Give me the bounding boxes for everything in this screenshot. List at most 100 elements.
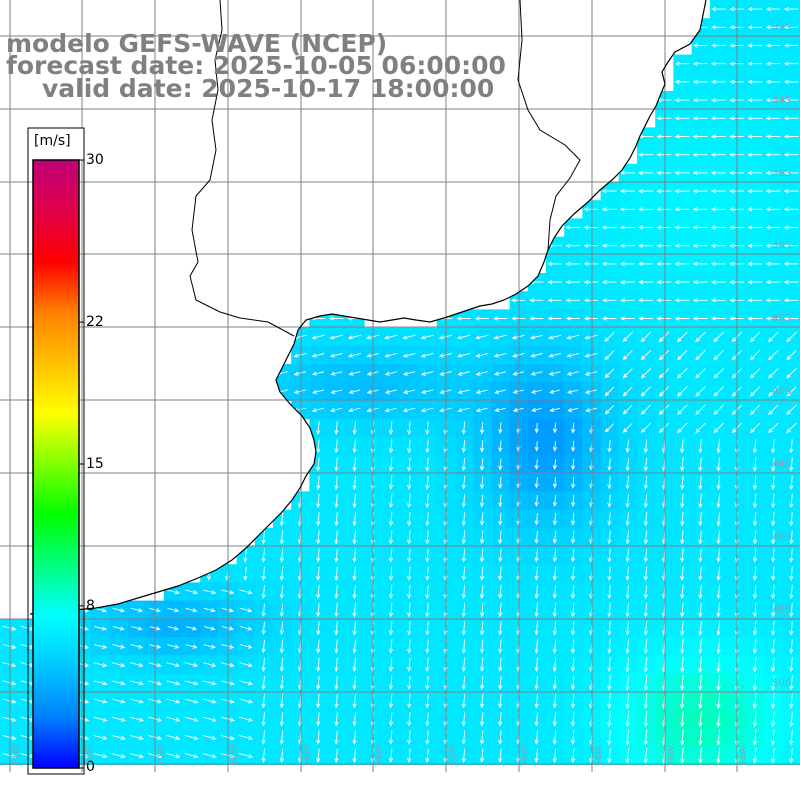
colorbar-unit: [m/s] <box>32 133 73 149</box>
wind-arrow <box>752 657 758 673</box>
wind-arrow <box>202 698 217 704</box>
wind-arrow <box>752 493 758 509</box>
wind-arrow <box>93 716 108 722</box>
wind-arrow <box>771 530 776 545</box>
wind-arrow <box>388 493 394 509</box>
wind-arrow <box>570 584 576 600</box>
wind-arrow <box>352 657 357 672</box>
wind-arrow <box>765 61 781 66</box>
wind-arrow <box>752 747 758 764</box>
wind-arrow <box>461 439 466 454</box>
wind-arrow <box>747 261 763 267</box>
wind-arrow <box>570 530 576 545</box>
wind-arrow <box>239 753 254 759</box>
wind-arrow <box>710 97 726 103</box>
wind-arrow <box>752 621 758 636</box>
wind-arrow <box>570 548 576 563</box>
wind-arrow <box>656 261 672 267</box>
wind-arrow <box>461 675 466 691</box>
wind-arrow <box>770 693 776 710</box>
wind-arrow <box>407 493 412 509</box>
wind-arrow <box>261 694 266 709</box>
wind-arrow <box>570 730 576 745</box>
wind-arrow <box>402 371 416 376</box>
wind-arrow <box>479 512 485 526</box>
wind-arrow <box>547 316 562 321</box>
wind-arrow <box>658 422 670 434</box>
wind-arrow <box>388 639 394 654</box>
wind-arrow <box>656 188 672 194</box>
wind-arrow <box>786 349 797 361</box>
political-border <box>517 0 581 251</box>
wind-arrow <box>566 371 579 376</box>
wind-arrow <box>420 352 434 358</box>
wind-arrow <box>747 61 762 66</box>
wind-arrow <box>783 97 799 103</box>
wind-arrow <box>570 603 576 618</box>
wind-arrow <box>388 584 394 600</box>
wind-arrow <box>692 170 708 176</box>
colorbar-tick-label: 15 <box>86 456 104 472</box>
wind-arrow <box>407 530 412 545</box>
wind-arrow <box>388 694 394 709</box>
wind-arrow <box>239 625 253 631</box>
wind-arrow <box>679 729 685 746</box>
wind-arrow <box>498 712 503 727</box>
wind-arrow <box>461 530 466 545</box>
wind-arrow <box>658 368 670 379</box>
wind-arrow <box>425 512 430 527</box>
wind-arrow <box>698 475 703 490</box>
wind-arrow <box>567 407 579 413</box>
wind-arrow <box>570 712 576 727</box>
wind-arrow <box>698 638 703 655</box>
wind-arrow <box>716 602 721 618</box>
longitude-label: 58W <box>594 745 604 766</box>
wind-arrow <box>765 79 781 85</box>
wind-arrow <box>783 43 799 48</box>
wind-arrow <box>316 512 321 527</box>
wind-arrow <box>789 675 794 691</box>
latitude-label: 42S <box>772 386 792 397</box>
wind-arrow <box>239 662 253 668</box>
wind-arrow <box>534 422 539 434</box>
wind-arrow <box>316 457 321 472</box>
wind-arrow <box>607 675 612 691</box>
wind-arrow <box>625 711 630 728</box>
wind-arrow <box>692 225 708 230</box>
wind-arrow <box>425 457 430 472</box>
wind-arrow <box>425 694 430 709</box>
wind-arrow <box>570 748 576 764</box>
wind-arrow <box>680 602 685 618</box>
wind-arrow <box>279 621 284 636</box>
wind-arrow <box>711 61 726 66</box>
wind-arrow <box>334 493 339 509</box>
wind-arrow <box>239 589 253 595</box>
wind-arrow <box>479 657 485 672</box>
wind-arrow <box>552 675 557 691</box>
wind-arrow <box>674 261 690 267</box>
wind-arrow <box>783 225 799 230</box>
wind-arrow <box>461 657 466 672</box>
wind-arrow <box>716 475 721 490</box>
wind-arrow <box>457 389 470 394</box>
wind-arrow <box>752 729 758 746</box>
wind-arrow <box>407 512 412 527</box>
wind-arrow <box>602 316 617 321</box>
wind-arrow <box>407 439 412 454</box>
wind-arrow <box>619 225 635 230</box>
wind-arrow <box>493 316 507 321</box>
wind-arrow <box>643 675 648 691</box>
wind-arrow <box>548 352 561 358</box>
wind-arrow <box>622 404 633 415</box>
wind-arrow <box>334 530 339 545</box>
wind-arrow <box>713 386 724 397</box>
wind-arrow <box>529 316 544 321</box>
wind-arrow <box>674 134 690 139</box>
wind-arrow <box>765 152 781 157</box>
wind-arrow <box>679 656 685 673</box>
wind-arrow <box>566 352 580 358</box>
wind-arrow <box>261 603 266 617</box>
wind-arrow <box>547 279 562 285</box>
wind-arrow <box>698 566 703 581</box>
wind-arrow <box>316 530 321 545</box>
